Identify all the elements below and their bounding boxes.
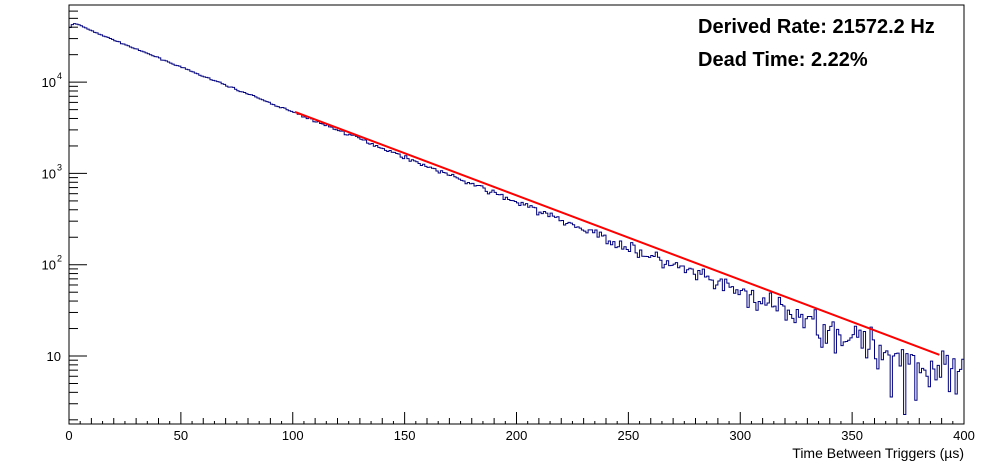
fit-line	[294, 110, 940, 356]
x-axis-title: Time Between Triggers (µs)	[792, 445, 964, 461]
x-tick-label: 250	[618, 428, 640, 443]
y-tick-exponent: 3	[57, 162, 62, 172]
x-tick-label: 0	[65, 428, 72, 443]
histogram-series	[68, 23, 964, 424]
fit-line-series	[294, 110, 940, 356]
y-tick-label: 10	[47, 349, 61, 364]
x-tick-label: 400	[953, 428, 975, 443]
x-tick-label: 100	[282, 428, 304, 443]
y-tick-label: 10	[42, 75, 56, 90]
x-tick-label: 200	[506, 428, 528, 443]
y-tick-exponent: 2	[57, 254, 62, 264]
x-tick-label: 50	[174, 428, 188, 443]
histogram-line	[68, 23, 964, 424]
x-tick-label: 150	[394, 428, 416, 443]
y-tick-exponent: 4	[57, 71, 62, 81]
x-tick-label: 300	[729, 428, 751, 443]
y-tick-label: 10	[42, 258, 56, 273]
dead-time-annotation: Dead Time: 2.22%	[698, 49, 868, 71]
x-axis: 0 50 100 150 200 250 300 350 400	[65, 412, 975, 443]
x-tick-label: 350	[841, 428, 863, 443]
derived-rate-annotation: Derived Rate: 21572.2 Hz	[698, 16, 935, 38]
y-tick-label: 10	[42, 166, 56, 181]
